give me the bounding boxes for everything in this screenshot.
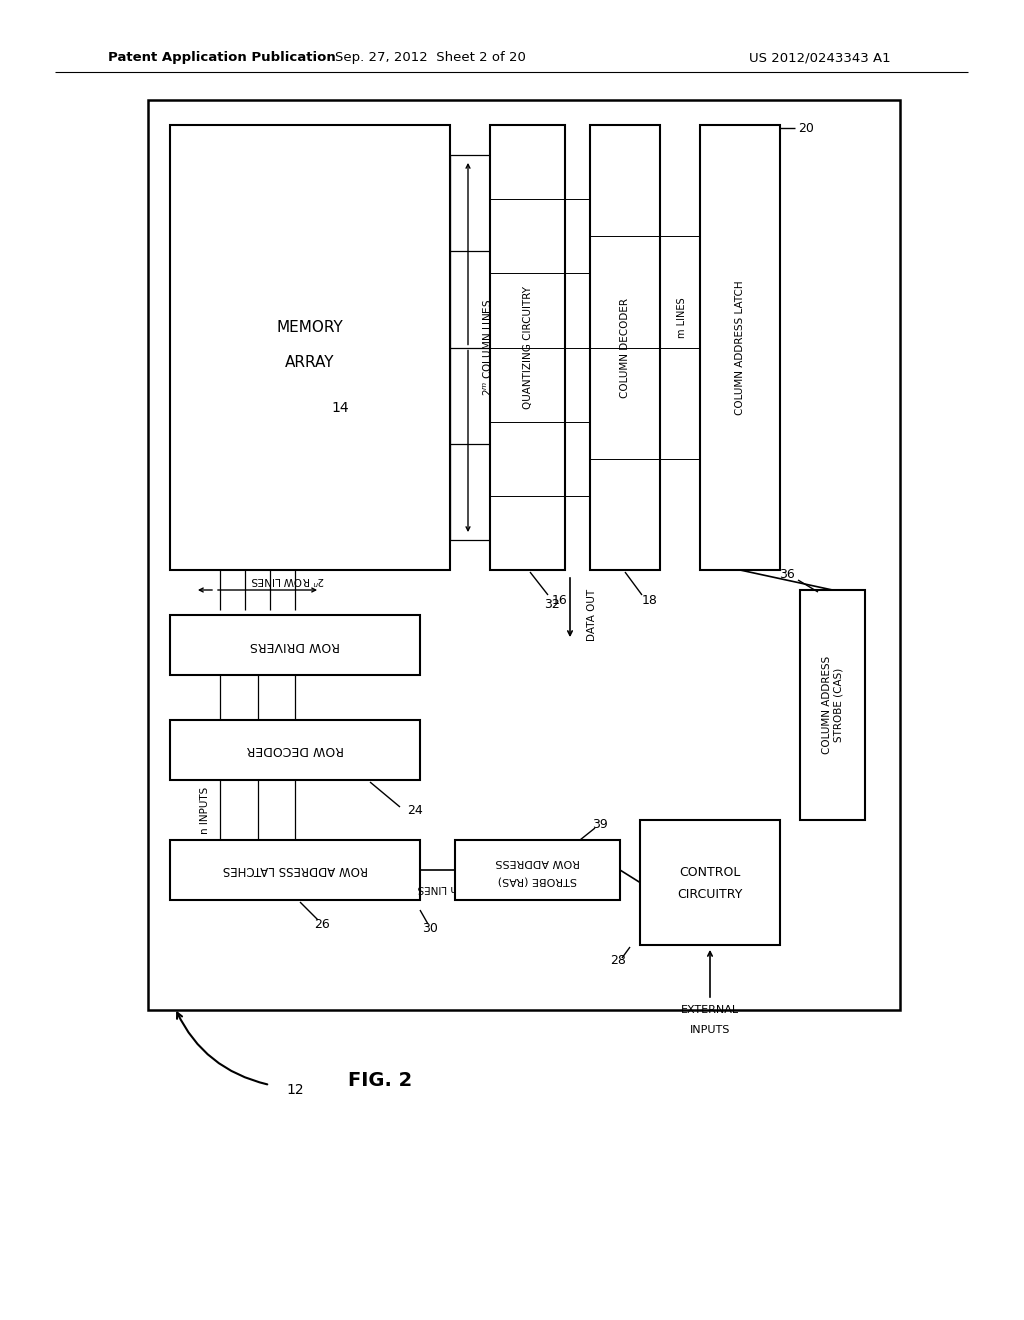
Text: CONTROL: CONTROL	[679, 866, 740, 879]
Bar	[170, 719, 420, 780]
Text: ROW ADDRESS LATCHES: ROW ADDRESS LATCHES	[222, 863, 368, 876]
Text: INPUTS: INPUTS	[690, 1026, 730, 1035]
Text: $2^m$ COLUMN LINES: $2^m$ COLUMN LINES	[482, 298, 495, 396]
Bar	[590, 125, 660, 570]
Text: $2^n$ ROW LINES: $2^n$ ROW LINES	[250, 574, 325, 586]
Text: ROW DECODER: ROW DECODER	[247, 743, 344, 756]
Text: CIRCUITRY: CIRCUITRY	[677, 888, 742, 902]
Text: 26: 26	[314, 919, 330, 932]
Text: 20: 20	[798, 121, 814, 135]
Text: US 2012/0243343 A1: US 2012/0243343 A1	[750, 51, 891, 65]
Text: Patent Application Publication: Patent Application Publication	[108, 51, 336, 65]
Text: QUANTIZING CIRCUITRY: QUANTIZING CIRCUITRY	[522, 286, 532, 409]
Text: FIG. 2: FIG. 2	[348, 1071, 412, 1089]
Bar	[148, 100, 900, 1010]
Text: 16: 16	[552, 594, 568, 606]
Text: Sep. 27, 2012  Sheet 2 of 20: Sep. 27, 2012 Sheet 2 of 20	[335, 51, 525, 65]
Text: 30: 30	[422, 921, 438, 935]
Text: ROW ADDRESS: ROW ADDRESS	[496, 857, 580, 867]
Bar	[170, 840, 420, 900]
Bar	[640, 820, 780, 945]
Text: n LINES: n LINES	[418, 883, 458, 894]
Bar	[455, 840, 620, 900]
Bar	[170, 615, 420, 675]
Text: m LINES: m LINES	[677, 297, 687, 338]
Bar	[490, 125, 565, 570]
Text: COLUMN ADDRESS
STROBE (CAS): COLUMN ADDRESS STROBE (CAS)	[821, 656, 844, 754]
Bar	[700, 125, 780, 570]
Text: EXTERNAL: EXTERNAL	[681, 1005, 739, 1015]
Text: COLUMN ADDRESS LATCH: COLUMN ADDRESS LATCH	[735, 280, 745, 414]
Bar	[170, 125, 450, 570]
Text: COLUMN DECODER: COLUMN DECODER	[620, 297, 630, 397]
Bar	[800, 590, 865, 820]
Text: 28: 28	[610, 953, 626, 966]
Text: 18: 18	[642, 594, 658, 606]
Text: 14: 14	[331, 400, 349, 414]
Text: n INPUTS: n INPUTS	[200, 787, 210, 834]
Text: 12: 12	[286, 1082, 304, 1097]
Text: MEMORY: MEMORY	[276, 319, 343, 335]
Text: 32: 32	[544, 598, 560, 611]
Text: ARRAY: ARRAY	[286, 355, 335, 370]
Text: 39: 39	[592, 818, 608, 832]
Text: 36: 36	[779, 569, 795, 582]
Text: STROBE (RAS): STROBE (RAS)	[498, 875, 578, 884]
Text: DATA OUT: DATA OUT	[587, 589, 597, 642]
Text: 24: 24	[408, 804, 423, 817]
Text: ROW DRIVERS: ROW DRIVERS	[250, 639, 340, 652]
